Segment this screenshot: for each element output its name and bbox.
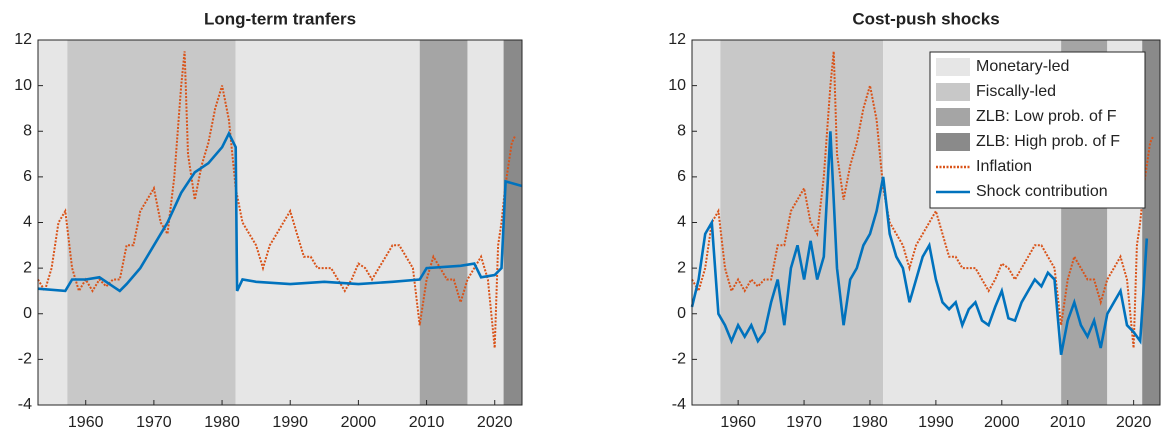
x-tick-label: 2010 bbox=[1050, 414, 1086, 431]
x-tick-label: 2020 bbox=[1116, 414, 1152, 431]
y-tick-label: -2 bbox=[18, 351, 32, 368]
regime-band bbox=[235, 40, 420, 405]
y-tick-label: 2 bbox=[23, 259, 32, 276]
x-tick-label: 1960 bbox=[720, 414, 756, 431]
y-tick-label: 8 bbox=[23, 122, 32, 139]
regime-band bbox=[720, 40, 884, 405]
legend-swatch bbox=[936, 83, 970, 101]
y-tick-label: 6 bbox=[23, 168, 32, 185]
y-tick-label: 6 bbox=[677, 168, 686, 185]
x-tick-label: 1990 bbox=[272, 414, 308, 431]
legend-swatch bbox=[936, 58, 970, 76]
series-line bbox=[690, 131, 1149, 356]
y-tick-label: 12 bbox=[14, 31, 32, 48]
x-tick-label: 2020 bbox=[477, 414, 513, 431]
y-tick-label: 2 bbox=[677, 259, 686, 276]
x-tick-label: 1970 bbox=[786, 414, 822, 431]
x-tick-label: 1970 bbox=[136, 414, 172, 431]
series-line bbox=[37, 130, 523, 293]
x-tick-label: 1980 bbox=[204, 414, 240, 431]
y-tick-label: 10 bbox=[668, 77, 686, 94]
legend-swatch bbox=[936, 133, 970, 151]
x-tick-label: 2000 bbox=[984, 414, 1020, 431]
chart-title: Cost-push shocks bbox=[852, 9, 999, 28]
regime-band bbox=[1142, 40, 1160, 405]
legend-swatch bbox=[936, 108, 970, 126]
x-tick-label: 1980 bbox=[852, 414, 888, 431]
y-tick-label: 0 bbox=[23, 305, 32, 322]
series-line bbox=[37, 51, 517, 349]
legend-label: ZLB: High prob. of F bbox=[976, 133, 1120, 150]
regime-band bbox=[67, 40, 236, 405]
y-tick-label: 0 bbox=[677, 305, 686, 322]
y-tick-label: -4 bbox=[18, 396, 32, 413]
legend-label: Fiscally-led bbox=[976, 83, 1056, 100]
y-tick-label: 4 bbox=[23, 214, 32, 231]
y-tick-label: 10 bbox=[14, 77, 32, 94]
y-tick-label: 8 bbox=[677, 122, 686, 139]
legend-label: ZLB: Low prob. of F bbox=[976, 108, 1117, 125]
x-tick-label: 2000 bbox=[341, 414, 377, 431]
chart-title: Long-term tranfers bbox=[204, 9, 356, 28]
legend-label: Shock contribution bbox=[976, 183, 1108, 200]
x-tick-label: 1990 bbox=[918, 414, 954, 431]
y-tick-label: -2 bbox=[672, 351, 686, 368]
y-tick-label: 4 bbox=[677, 214, 686, 231]
x-tick-label: 1960 bbox=[68, 414, 104, 431]
x-tick-label: 2010 bbox=[409, 414, 445, 431]
regime-band bbox=[467, 40, 504, 405]
legend-box bbox=[929, 51, 1146, 209]
legend-label: Monetary-led bbox=[976, 58, 1069, 75]
regime-band bbox=[419, 40, 468, 405]
y-tick-label: -4 bbox=[672, 396, 686, 413]
y-tick-label: 12 bbox=[668, 31, 686, 48]
legend-label: Inflation bbox=[976, 158, 1032, 175]
regime-band bbox=[503, 40, 522, 405]
